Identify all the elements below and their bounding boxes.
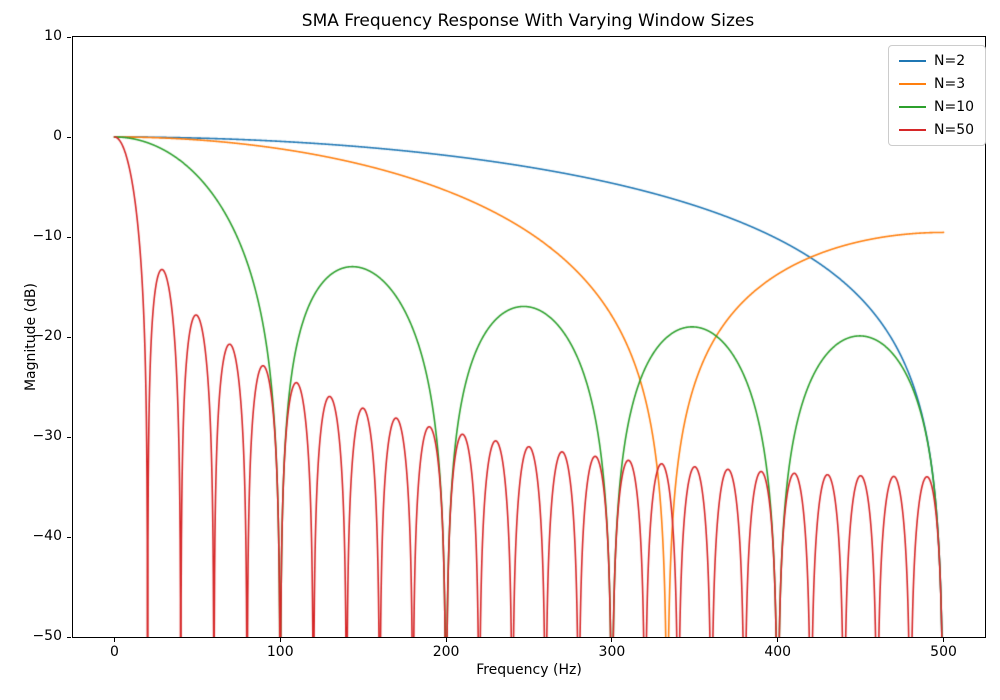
legend-label: N=3: [934, 76, 966, 92]
legend-line-sample: [899, 83, 926, 85]
x-tick-mark: [279, 638, 281, 642]
legend-line-sample: [899, 129, 926, 131]
y-tick-label: 10: [44, 28, 62, 44]
x-tick-label: 500: [930, 644, 957, 660]
legend-entry: N=50: [899, 122, 974, 138]
y-tick-label: −50: [32, 628, 62, 644]
x-tick-mark: [611, 638, 613, 642]
chart-canvas: [73, 37, 985, 637]
x-tick-mark: [943, 638, 945, 642]
y-tick-label: −10: [32, 228, 62, 244]
y-tick-mark: [67, 536, 71, 538]
legend-entry: N=2: [899, 53, 974, 69]
y-tick-mark: [67, 236, 71, 238]
legend-label: N=50: [934, 122, 975, 138]
legend-line-sample: [899, 60, 926, 62]
y-tick-mark: [67, 336, 71, 338]
y-tick-label: 0: [53, 128, 62, 144]
y-tick-label: −20: [32, 328, 62, 344]
x-tick-label: 300: [598, 644, 626, 660]
plot-area: [72, 36, 986, 638]
y-tick-mark: [67, 436, 71, 438]
x-tick-mark: [445, 638, 447, 642]
x-tick-label: 200: [432, 644, 460, 660]
x-tick-mark: [113, 638, 115, 642]
legend-label: N=10: [934, 99, 975, 115]
legend-entry: N=3: [899, 76, 974, 92]
chart-title: SMA Frequency Response With Varying Wind…: [301, 11, 755, 31]
y-tick-label: −30: [32, 428, 62, 444]
legend-line-sample: [899, 106, 926, 108]
x-tick-mark: [777, 638, 779, 642]
y-tick-mark: [67, 136, 71, 138]
x-axis-label: Frequency (Hz): [476, 662, 582, 678]
x-tick-label: 0: [109, 644, 119, 660]
y-tick-mark: [67, 36, 71, 38]
legend: N=2 N=3 N=10 N=50: [888, 45, 987, 146]
legend-entry: N=10: [899, 99, 974, 115]
legend-label: N=2: [934, 53, 966, 69]
y-tick-mark: [67, 636, 71, 638]
y-tick-label: −40: [32, 528, 62, 544]
x-tick-label: 400: [764, 644, 792, 660]
x-tick-label: 100: [266, 644, 294, 660]
